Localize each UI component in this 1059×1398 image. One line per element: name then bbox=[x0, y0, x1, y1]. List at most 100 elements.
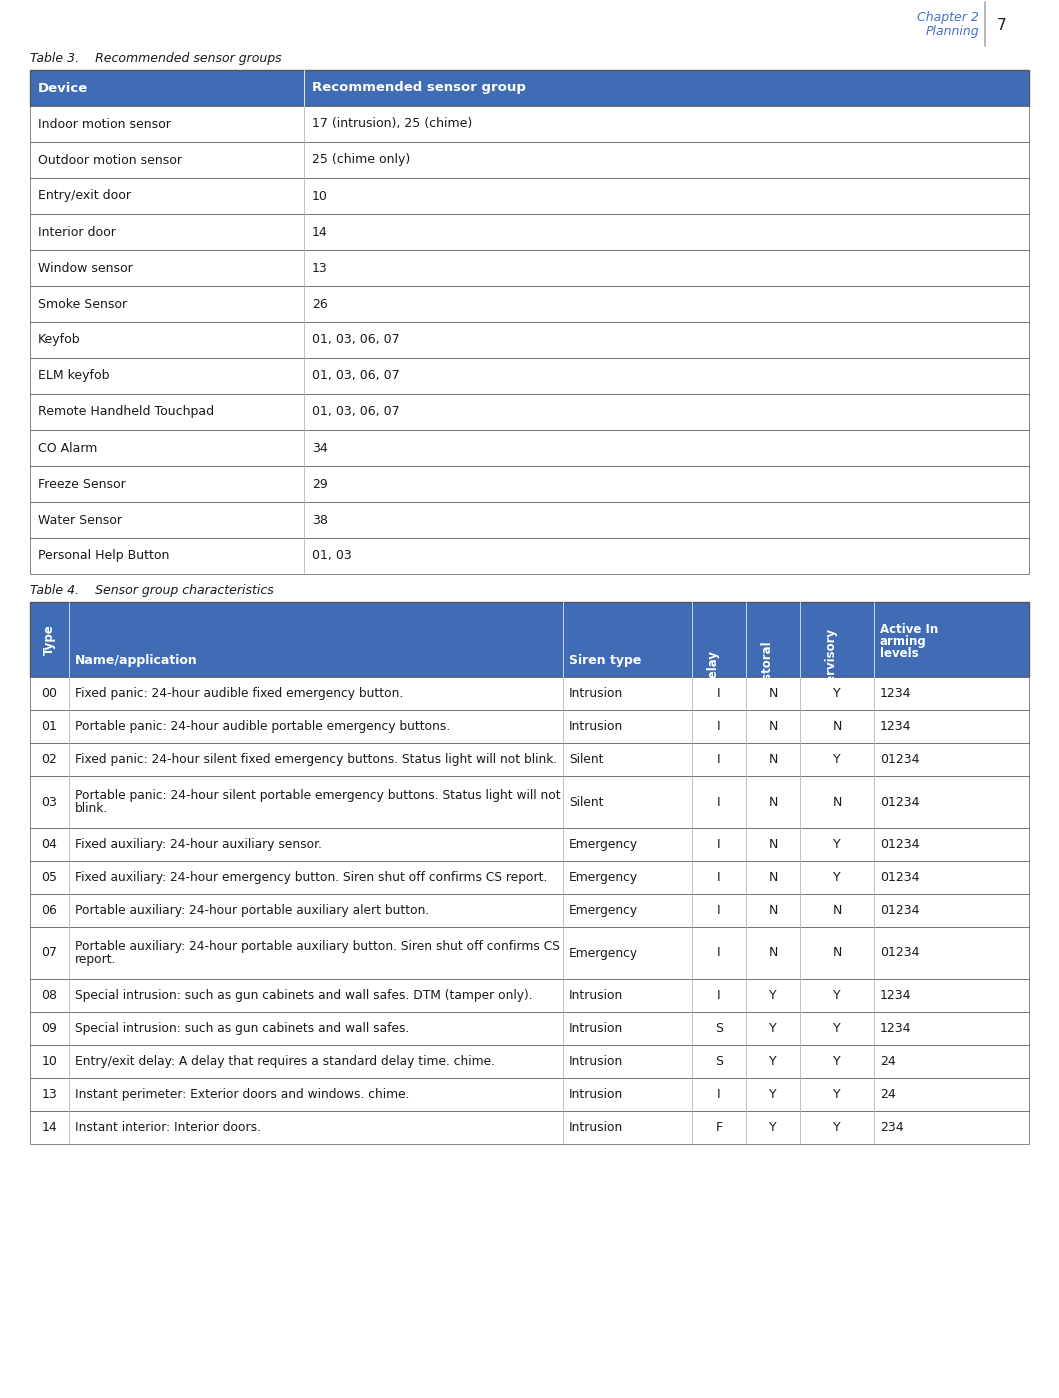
Text: Keyfob: Keyfob bbox=[38, 334, 80, 347]
Text: 01, 03: 01, 03 bbox=[312, 549, 352, 562]
Text: I: I bbox=[717, 946, 721, 959]
Text: I: I bbox=[717, 754, 721, 766]
Text: 01234: 01234 bbox=[880, 905, 919, 917]
Text: Smoke Sensor: Smoke Sensor bbox=[38, 298, 127, 310]
Text: 01234: 01234 bbox=[880, 754, 919, 766]
Bar bbox=[30, 106, 1029, 143]
Text: Y: Y bbox=[833, 1088, 841, 1102]
Bar bbox=[30, 893, 1029, 927]
Text: 06: 06 bbox=[41, 905, 57, 917]
Text: Emergency: Emergency bbox=[569, 905, 639, 917]
Text: N: N bbox=[832, 905, 842, 917]
Text: Entry/exit delay: A delay that requires a standard delay time. chime.: Entry/exit delay: A delay that requires … bbox=[75, 1055, 495, 1068]
Bar bbox=[30, 502, 1029, 538]
Bar bbox=[30, 1078, 1029, 1111]
Bar bbox=[30, 287, 1029, 322]
Text: Y: Y bbox=[833, 686, 841, 700]
Text: 1234: 1234 bbox=[880, 686, 912, 700]
Text: 34: 34 bbox=[312, 442, 327, 454]
Text: Remote Handheld Touchpad: Remote Handheld Touchpad bbox=[38, 405, 214, 418]
Text: Device: Device bbox=[38, 81, 88, 95]
Text: 14: 14 bbox=[41, 1121, 57, 1134]
Text: Fixed auxiliary: 24-hour auxiliary sensor.: Fixed auxiliary: 24-hour auxiliary senso… bbox=[75, 837, 322, 851]
Text: N: N bbox=[832, 946, 842, 959]
Text: Y: Y bbox=[769, 1022, 777, 1035]
Text: I: I bbox=[717, 720, 721, 733]
Text: I: I bbox=[717, 686, 721, 700]
Text: Y: Y bbox=[833, 1055, 841, 1068]
Text: 03: 03 bbox=[41, 795, 57, 808]
Text: N: N bbox=[769, 754, 777, 766]
Text: Instant interior: Interior doors.: Instant interior: Interior doors. bbox=[75, 1121, 261, 1134]
Text: 05: 05 bbox=[41, 871, 57, 884]
Text: Silent: Silent bbox=[569, 795, 604, 808]
Text: Entry/exit door: Entry/exit door bbox=[38, 190, 131, 203]
Text: Emergency: Emergency bbox=[569, 837, 639, 851]
Text: Siren type: Siren type bbox=[569, 654, 642, 667]
Text: Y: Y bbox=[833, 1022, 841, 1035]
Text: report.: report. bbox=[75, 953, 116, 966]
Text: I: I bbox=[717, 837, 721, 851]
Text: 01, 03, 06, 07: 01, 03, 06, 07 bbox=[312, 369, 399, 383]
Text: 24: 24 bbox=[880, 1088, 896, 1102]
Text: Window sensor: Window sensor bbox=[38, 261, 132, 274]
Text: 234: 234 bbox=[880, 1121, 903, 1134]
Text: 01234: 01234 bbox=[880, 871, 919, 884]
Text: 10: 10 bbox=[312, 190, 328, 203]
Text: N: N bbox=[769, 905, 777, 917]
Bar bbox=[30, 677, 1029, 710]
Text: Portable auxiliary: 24-hour portable auxiliary alert button.: Portable auxiliary: 24-hour portable aux… bbox=[75, 905, 429, 917]
Text: 04: 04 bbox=[41, 837, 57, 851]
Text: 00: 00 bbox=[41, 686, 57, 700]
Text: Interior door: Interior door bbox=[38, 225, 115, 239]
Text: 7: 7 bbox=[997, 18, 1007, 32]
Text: 01: 01 bbox=[41, 720, 57, 733]
Text: Fixed panic: 24-hour audible fixed emergency button.: Fixed panic: 24-hour audible fixed emerg… bbox=[75, 686, 403, 700]
Bar bbox=[30, 394, 1029, 431]
Text: 38: 38 bbox=[312, 513, 328, 527]
Text: N: N bbox=[832, 720, 842, 733]
Text: blink.: blink. bbox=[75, 802, 108, 815]
Text: 07: 07 bbox=[41, 946, 57, 959]
Text: 13: 13 bbox=[312, 261, 327, 274]
Text: 24: 24 bbox=[880, 1055, 896, 1068]
Bar bbox=[30, 1111, 1029, 1144]
Text: 01234: 01234 bbox=[880, 795, 919, 808]
Text: 01234: 01234 bbox=[880, 946, 919, 959]
Bar bbox=[30, 828, 1029, 861]
Bar bbox=[30, 466, 1029, 502]
Bar bbox=[30, 322, 1029, 358]
Text: Portable panic: 24-hour silent portable emergency buttons. Status light will not: Portable panic: 24-hour silent portable … bbox=[75, 788, 560, 802]
Text: 09: 09 bbox=[41, 1022, 57, 1035]
Text: S: S bbox=[715, 1022, 723, 1035]
Text: Supervisory: Supervisory bbox=[824, 628, 837, 706]
Text: N: N bbox=[769, 871, 777, 884]
Text: Planning: Planning bbox=[926, 25, 979, 39]
Text: Recommended sensor group: Recommended sensor group bbox=[312, 81, 526, 95]
Text: N: N bbox=[769, 837, 777, 851]
Text: Y: Y bbox=[769, 1055, 777, 1068]
Text: Table 4.    Sensor group characteristics: Table 4. Sensor group characteristics bbox=[30, 584, 273, 597]
Text: Freeze Sensor: Freeze Sensor bbox=[38, 478, 126, 491]
Text: N: N bbox=[769, 946, 777, 959]
Text: Active In: Active In bbox=[880, 624, 938, 636]
Bar bbox=[30, 178, 1029, 214]
Text: Y: Y bbox=[769, 988, 777, 1002]
Text: Intrusion: Intrusion bbox=[569, 686, 624, 700]
Text: 1234: 1234 bbox=[880, 988, 912, 1002]
Bar bbox=[30, 927, 1029, 979]
Bar bbox=[30, 1044, 1029, 1078]
Bar bbox=[30, 710, 1029, 742]
Bar bbox=[30, 250, 1029, 287]
Text: Special intrusion: such as gun cabinets and wall safes. DTM (tamper only).: Special intrusion: such as gun cabinets … bbox=[75, 988, 533, 1002]
Bar bbox=[30, 861, 1029, 893]
Text: 14: 14 bbox=[312, 225, 327, 239]
Text: Water Sensor: Water Sensor bbox=[38, 513, 122, 527]
Bar bbox=[30, 538, 1029, 575]
Bar bbox=[30, 979, 1029, 1012]
Text: Y: Y bbox=[833, 1121, 841, 1134]
Text: I: I bbox=[717, 905, 721, 917]
Bar bbox=[30, 70, 1029, 106]
Text: Delay: Delay bbox=[706, 649, 719, 685]
Text: Special intrusion: such as gun cabinets and wall safes.: Special intrusion: such as gun cabinets … bbox=[75, 1022, 410, 1035]
